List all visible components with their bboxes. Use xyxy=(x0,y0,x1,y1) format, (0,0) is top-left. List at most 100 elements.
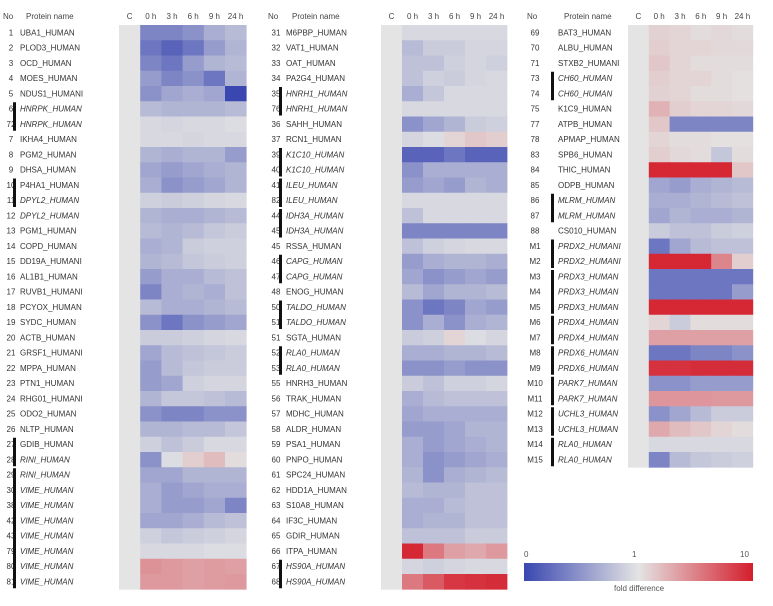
row-number: 50 xyxy=(272,303,281,312)
row-number: M5 xyxy=(529,303,541,312)
heatmap-cell xyxy=(669,101,691,117)
heatmap-cell xyxy=(140,299,162,316)
heatmap-cell xyxy=(182,452,205,468)
row-number: 85 xyxy=(531,181,540,190)
heatmap-cell xyxy=(161,162,183,178)
row-number: 66 xyxy=(272,547,281,556)
protein-name: SAHH_HUMAN xyxy=(286,120,342,129)
heatmap-cell xyxy=(381,360,403,377)
protein-name: P4HA1_HUMAN xyxy=(20,181,79,190)
row-number: 2 xyxy=(9,44,14,53)
heatmap-cell xyxy=(444,299,466,316)
table-row: M15 RLA0_HUMAN xyxy=(527,452,754,468)
row-number: 14 xyxy=(7,242,16,251)
protein-name: PRDX4_HUMAN xyxy=(558,333,619,342)
protein-name: HNRH3_HUMAN xyxy=(286,379,348,388)
heatmap-cell xyxy=(648,40,670,56)
heatmap-cell xyxy=(711,375,733,392)
heatmap-cell xyxy=(381,436,403,453)
protein-name: GDIR_HUMAN xyxy=(286,532,340,541)
protein-name: PGM1_HUMAN xyxy=(20,227,77,236)
heatmap-cell xyxy=(225,116,247,133)
table-row: 73 CH60_HUMAN xyxy=(531,70,754,87)
table-row: 61 SPC24_HUMAN xyxy=(272,467,508,483)
heatmap-cell xyxy=(140,375,162,392)
heatmap-cell xyxy=(711,162,733,178)
heatmap-cell xyxy=(225,436,247,453)
row-number: 84 xyxy=(531,166,540,175)
heatmap-cell xyxy=(732,131,754,148)
table-row: 64 IF3C_HUMAN xyxy=(272,513,508,529)
heatmap-cell xyxy=(690,177,712,194)
heatmap-cell xyxy=(381,101,403,117)
heatmap-cell xyxy=(402,421,424,438)
row-number: 19 xyxy=(7,318,16,327)
row-number: 25 xyxy=(7,410,16,419)
heatmap-cell xyxy=(486,497,508,514)
heatmap-cell xyxy=(465,116,487,133)
isoform-group-bar xyxy=(551,270,554,314)
protein-name: VIME_HUMAN xyxy=(20,486,74,495)
color-legend: 0 1 10 fold difference xyxy=(524,550,753,593)
heatmap-cell xyxy=(381,238,403,255)
heatmap-cell xyxy=(732,330,754,346)
heatmap-cell xyxy=(225,162,247,178)
protein-name: GDIB_HUMAN xyxy=(20,440,74,449)
heatmap-cell xyxy=(465,269,487,285)
heatmap-cell xyxy=(669,406,691,422)
heatmap-cell xyxy=(711,284,733,300)
table-row: 72 HNRPK_HUMAN xyxy=(7,116,247,133)
row-number: 82 xyxy=(272,196,281,205)
heatmap-cell xyxy=(486,86,508,102)
heatmap-cell xyxy=(423,116,445,133)
protein-name: PARK7_HUMAN xyxy=(558,379,618,388)
heatmap-cell xyxy=(203,55,226,72)
heatmap-cell xyxy=(628,238,650,255)
heatmap-cell xyxy=(669,436,691,453)
protein-name: S10A8_HUMAN xyxy=(286,501,344,510)
heatmap-cell xyxy=(381,284,403,300)
heatmap-cell xyxy=(161,314,183,331)
heatmap-cell xyxy=(444,131,466,148)
heatmap-cell xyxy=(381,345,403,361)
heatmap-cell xyxy=(444,162,466,178)
heatmap-cell xyxy=(402,543,424,560)
protein-name: IDH3A_HUMAN xyxy=(286,227,344,236)
table-row: 74 CH60_HUMAN xyxy=(531,86,754,102)
heatmap-cell xyxy=(402,558,424,575)
heatmap-cell xyxy=(444,528,466,544)
heatmap-cell xyxy=(161,177,183,194)
heatmap-cell xyxy=(140,223,162,239)
heatmap-cell xyxy=(648,86,670,102)
protein-name: ALBU_HUMAN xyxy=(558,44,613,53)
header-col-3h: 3 h xyxy=(166,12,177,21)
heatmap-cell xyxy=(711,147,733,163)
table-row: 59 PSA1_HUMAN xyxy=(272,436,508,453)
heatmap-cell xyxy=(225,101,247,117)
heatmap-cell xyxy=(182,421,205,438)
protein-name: RLA0_HUMAN xyxy=(558,455,612,464)
heatmap-cell xyxy=(140,391,162,407)
heatmap-cell xyxy=(140,558,162,575)
protein-name: THIC_HUMAN xyxy=(558,166,611,175)
row-number: M6 xyxy=(529,318,541,327)
protein-name: VIME_HUMAN xyxy=(20,516,74,525)
row-number: 63 xyxy=(272,501,281,510)
heatmap-cell xyxy=(669,223,691,239)
row-number: M8 xyxy=(529,349,541,358)
heatmap-cell xyxy=(669,162,691,178)
header-col-0h: 0 h xyxy=(407,12,418,21)
row-number: 11 xyxy=(7,196,16,205)
heatmap-cell xyxy=(225,452,247,468)
heatmap-cell xyxy=(203,436,226,453)
heatmap-cell xyxy=(140,86,162,102)
row-number: 81 xyxy=(7,577,16,586)
protein-name: HNRH1_HUMAN xyxy=(286,105,348,114)
isoform-group-bar xyxy=(279,209,282,238)
row-number: 52 xyxy=(272,349,281,358)
table-row: 63 S10A8_HUMAN xyxy=(272,497,508,514)
heatmap-cell xyxy=(444,70,466,87)
heatmap-cell xyxy=(203,452,226,468)
heatmap-cell xyxy=(161,452,183,468)
row-number: 43 xyxy=(7,532,16,541)
